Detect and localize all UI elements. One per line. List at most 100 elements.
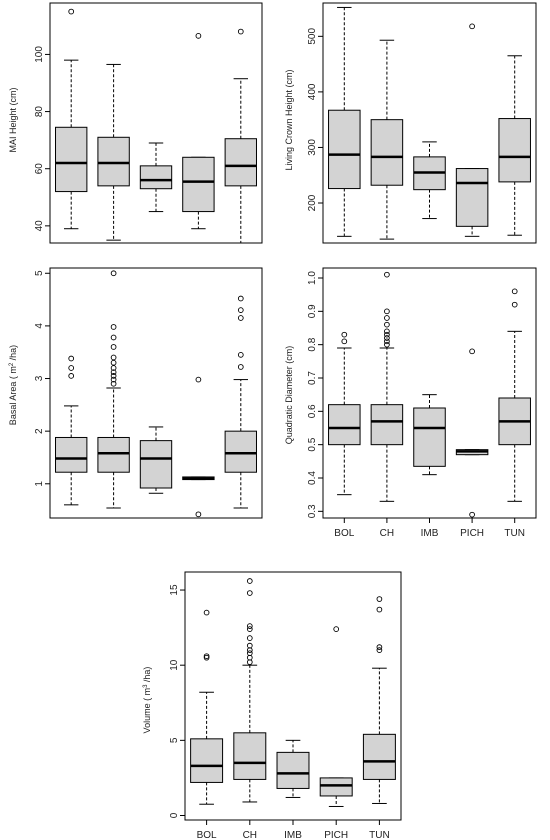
- outlier-point: [110, 359, 117, 366]
- chart-panel-5: 0 5 10 15 Volume ( m3 /ha) BOL CH IMB PICH TUN: [142, 571, 402, 840]
- outlier-point: [237, 28, 244, 35]
- y-tick-label: 0.8: [307, 337, 318, 351]
- outlier-point: [341, 338, 348, 345]
- outlier-point: [68, 365, 75, 371]
- outlier-point: [68, 355, 75, 362]
- outlier-point: [384, 308, 390, 315]
- outlier-point: [376, 644, 383, 651]
- outlier-point: [195, 33, 202, 39]
- y-tick-label: 0.3: [307, 504, 318, 518]
- iqr-box: [97, 436, 130, 473]
- y-tick-label: 0.5: [307, 437, 318, 451]
- box-bol: [328, 331, 361, 496]
- y-tick-label: 15: [169, 584, 180, 596]
- outlier-point: [333, 626, 340, 632]
- box-imb: [139, 142, 173, 213]
- iqr-box: [455, 168, 489, 227]
- box-ch: [97, 270, 130, 509]
- outlier-point: [68, 8, 75, 15]
- outlier-point: [469, 23, 475, 30]
- x-tick-label: BOL: [334, 528, 354, 539]
- x-tick-label: CH: [380, 528, 394, 539]
- outlier-point: [384, 338, 390, 345]
- outlier-point: [384, 341, 390, 348]
- outlier-point: [203, 653, 210, 660]
- chart-panel-2: 200 300 400 500 Living Crown Height (cm): [284, 2, 537, 244]
- box-imb: [413, 141, 446, 220]
- y-axis-label: Volume ( m3 /ha): [142, 667, 152, 734]
- outlier-point: [469, 511, 475, 518]
- iqr-box: [276, 751, 310, 789]
- outlier-point: [237, 364, 244, 370]
- x-tick-label: TUN: [369, 830, 390, 840]
- box-bol: [328, 6, 361, 237]
- y-tick-label: 0.7: [307, 371, 318, 385]
- outlier-point: [376, 606, 383, 613]
- chart-panel-3: 1 2 3 4 5 Basal Area ( m2 /ha): [8, 267, 263, 519]
- outlier-point: [110, 365, 117, 371]
- y-tick-label: 200: [307, 194, 318, 211]
- outlier-point: [110, 380, 117, 387]
- x-tick-label: BOL: [197, 830, 217, 840]
- y-tick-label: 60: [34, 163, 45, 175]
- y-tick-label: 10: [169, 659, 180, 671]
- y-tick-label: 2: [34, 428, 45, 434]
- iqr-box: [370, 119, 404, 186]
- y-axis-label: Basal Area ( m2 /ha): [8, 345, 18, 425]
- y-axis-label: Quadratic Diameter (cm): [284, 346, 294, 445]
- y-tick-label: 500: [307, 28, 318, 45]
- box-imb: [413, 394, 446, 476]
- box-pich: [455, 23, 489, 237]
- outlier-point: [384, 321, 390, 328]
- iqr-box: [362, 733, 396, 780]
- outlier-point: [384, 331, 390, 338]
- outlier-point: [195, 376, 202, 383]
- plot-frame: [322, 2, 537, 244]
- box-imb: [276, 739, 310, 798]
- box-bol: [190, 609, 224, 805]
- outlier-point: [237, 295, 244, 302]
- y-tick-label: 0.9: [307, 304, 318, 318]
- box-ch: [233, 578, 267, 803]
- outlier-point: [246, 578, 253, 584]
- iqr-box: [319, 777, 353, 797]
- outlier-point: [376, 647, 383, 654]
- iqr-box: [139, 440, 173, 489]
- outlier-point: [110, 354, 117, 361]
- outlier-point: [110, 369, 117, 376]
- outlier-point: [246, 642, 253, 649]
- plot-frame: [49, 2, 263, 244]
- outlier-point: [237, 351, 244, 358]
- outlier-point: [110, 334, 117, 341]
- box-bol: [55, 8, 88, 230]
- box-tun: [362, 596, 396, 804]
- box-pich: [455, 348, 489, 518]
- y-tick-label: 400: [307, 83, 318, 100]
- iqr-box: [498, 118, 531, 183]
- outlier-point: [384, 335, 390, 341]
- chart-panel-4: 0.3 0.4 0.5 0.6 0.7 0.8 0.9 1.0 Quadratic Diamet…: [284, 267, 537, 539]
- x-tick-label: IMB: [284, 830, 302, 840]
- y-axis-label: Living Crown Height (cm): [284, 69, 294, 170]
- outlier-point: [376, 596, 383, 602]
- outlier-point: [384, 271, 390, 278]
- iqr-box: [233, 732, 267, 780]
- box-imb: [139, 426, 173, 494]
- y-tick-label: 300: [307, 139, 318, 156]
- plot-frame: [49, 267, 263, 519]
- iqr-box: [97, 136, 130, 187]
- plot-frame: [322, 267, 537, 519]
- x-tick-label: PICH: [460, 528, 484, 539]
- y-tick-label: 100: [34, 46, 45, 63]
- outlier-point: [246, 650, 253, 657]
- box-ch: [97, 63, 130, 241]
- y-tick-label: 5: [169, 737, 180, 743]
- outlier-point: [384, 315, 390, 321]
- outlier-point: [110, 376, 117, 383]
- outlier-point: [237, 307, 244, 313]
- outlier-point: [246, 626, 253, 632]
- outlier-point: [68, 373, 75, 379]
- y-tick-label: 0.4: [307, 471, 318, 485]
- y-tick-label: 0.6: [307, 404, 318, 418]
- iqr-box: [328, 404, 361, 446]
